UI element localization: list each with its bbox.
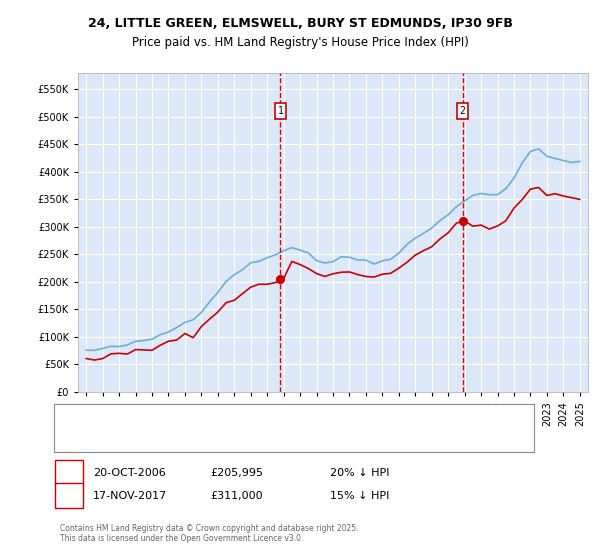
Text: 2: 2: [460, 106, 466, 116]
Text: 20-OCT-2006: 20-OCT-2006: [93, 468, 166, 478]
Text: HPI: Average price, detached house, Mid Suffolk: HPI: Average price, detached house, Mid …: [102, 427, 320, 436]
Point: [458, 216, 467, 225]
Text: Contains HM Land Registry data © Crown copyright and database right 2025.
This d: Contains HM Land Registry data © Crown c…: [60, 524, 359, 543]
Text: £311,000: £311,000: [210, 491, 263, 501]
Text: Price paid vs. HM Land Registry's House Price Index (HPI): Price paid vs. HM Land Registry's House …: [131, 36, 469, 49]
Text: 20% ↓ HPI: 20% ↓ HPI: [330, 468, 389, 478]
Text: 2: 2: [66, 491, 72, 501]
Point: [458, 216, 467, 225]
Text: 17-NOV-2017: 17-NOV-2017: [93, 491, 167, 501]
Text: 24, LITTLE GREEN, ELMSWELL, BURY ST EDMUNDS, IP30 9FB: 24, LITTLE GREEN, ELMSWELL, BURY ST EDMU…: [88, 17, 512, 30]
Text: £205,995: £205,995: [210, 468, 263, 478]
Point: [275, 274, 285, 283]
Point: [275, 274, 285, 283]
Text: 24, LITTLE GREEN, ELMSWELL, BURY ST EDMUNDS, IP30 9FB (detached house): 24, LITTLE GREEN, ELMSWELL, BURY ST EDMU…: [102, 413, 456, 422]
Text: 1: 1: [277, 106, 283, 116]
Text: 1: 1: [66, 468, 72, 478]
Text: 15% ↓ HPI: 15% ↓ HPI: [330, 491, 389, 501]
